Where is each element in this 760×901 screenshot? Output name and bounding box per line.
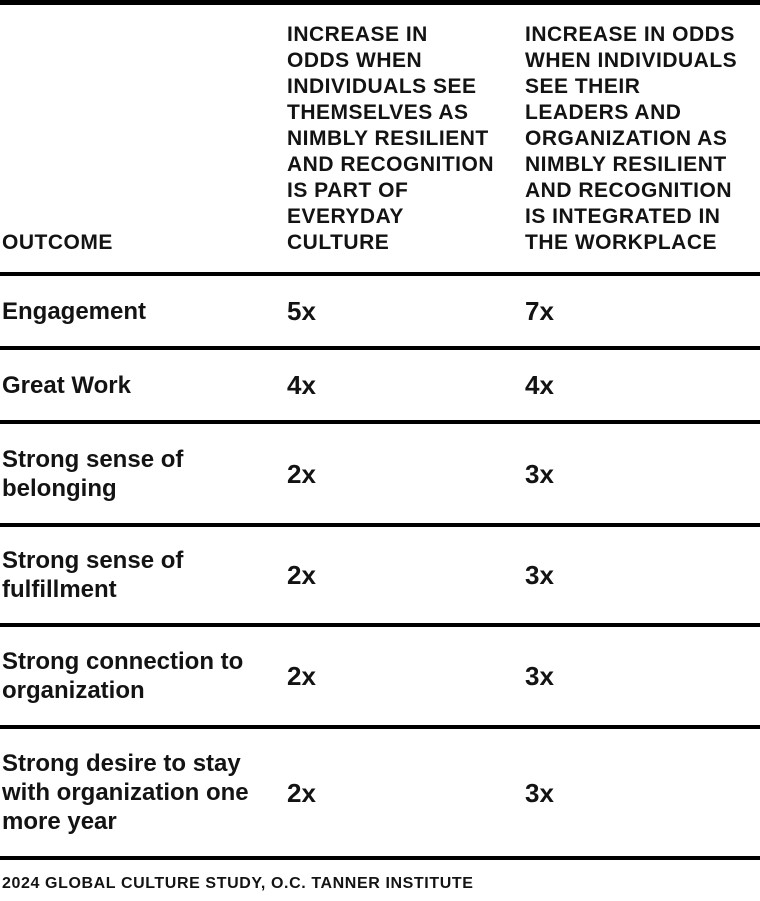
table-row: Strong connection to organization 2x 3x	[0, 627, 760, 729]
odds-value-self: 4x	[287, 370, 316, 400]
odds-value-leader: 3x	[525, 661, 554, 691]
odds-value-leader: 7x	[525, 296, 554, 326]
column-header-outcome: OUTCOME	[2, 231, 113, 254]
table-header-row: OUTCOME INCREASE IN ODDS WHEN INDIVIDUAL…	[0, 5, 760, 276]
table-row: Engagement 5x 7x	[0, 276, 760, 350]
odds-value-leader: 3x	[525, 560, 554, 590]
table-row: Strong desire to stay with organization …	[0, 729, 760, 860]
odds-value-leader: 3x	[525, 458, 554, 489]
odds-value-self: 5x	[287, 296, 316, 326]
odds-value-leader: 3x	[525, 777, 554, 808]
odds-table: OUTCOME INCREASE IN ODDS WHEN INDIVIDUAL…	[0, 0, 760, 860]
source-row: 2024 GLOBAL CULTURE STUDY, O.C. TANNER I…	[0, 860, 760, 901]
column-header-leader-org-resilient-odds: INCREASE IN ODDS WHEN INDIVIDUALS SEE TH…	[525, 23, 738, 254]
outcome-label: Strong desire to stay with organization …	[2, 750, 249, 835]
table-row: Great Work 4x 4x	[0, 350, 760, 424]
outcome-label: Strong connection to organization	[2, 648, 244, 704]
column-header-self-resilient-odds: INCREASE IN ODDS WHEN INDIVIDUALS SEE TH…	[287, 23, 494, 254]
odds-value-leader: 4x	[525, 370, 554, 400]
table-row: Strong sense of fulfillment 2x 3x	[0, 527, 760, 627]
odds-value-self: 2x	[287, 458, 316, 489]
table-row: Strong sense of belonging 2x 3x	[0, 424, 760, 527]
odds-value-self: 2x	[287, 661, 316, 691]
odds-value-self: 2x	[287, 777, 316, 808]
source-attribution: 2024 GLOBAL CULTURE STUDY, O.C. TANNER I…	[2, 874, 474, 892]
outcome-label: Engagement	[2, 297, 147, 325]
odds-value-self: 2x	[287, 560, 316, 590]
outcome-label: Great Work	[2, 371, 131, 399]
outcome-label: Strong sense of fulfillment	[2, 547, 184, 603]
outcome-label: Strong sense of belonging	[2, 445, 184, 502]
